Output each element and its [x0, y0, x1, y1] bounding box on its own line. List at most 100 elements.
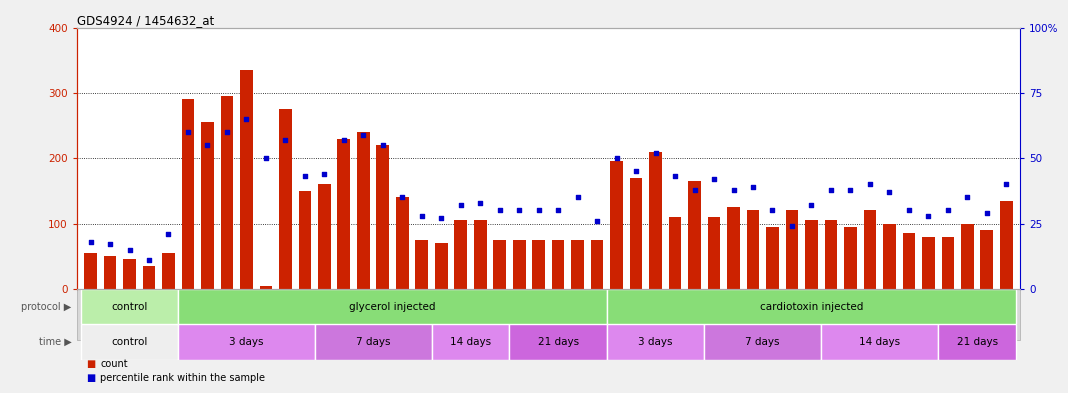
Text: percentile rank within the sample: percentile rank within the sample [100, 373, 266, 383]
Bar [178, 289, 607, 324]
Bar [607, 289, 1016, 324]
Point [355, 132, 372, 138]
Text: control: control [111, 337, 147, 347]
Point [141, 257, 158, 263]
Bar [821, 324, 938, 360]
Point [472, 200, 489, 206]
Bar [318, 184, 331, 289]
Bar [805, 220, 818, 289]
Text: ■: ■ [87, 373, 95, 383]
Point [121, 246, 138, 253]
Bar [182, 99, 194, 289]
Bar [571, 240, 584, 289]
Text: 7 days: 7 days [356, 337, 390, 347]
Point [881, 189, 898, 195]
Point [491, 207, 508, 213]
Point [179, 129, 197, 135]
Bar [532, 240, 545, 289]
Point [862, 181, 879, 187]
Point [900, 207, 917, 213]
Bar [669, 217, 681, 289]
Bar [431, 324, 509, 360]
Bar [221, 96, 233, 289]
Point [316, 171, 333, 177]
Text: 7 days: 7 days [745, 337, 780, 347]
Bar [727, 207, 740, 289]
Point [666, 173, 684, 180]
Bar [357, 132, 370, 289]
Bar [630, 178, 643, 289]
Point [764, 207, 781, 213]
Bar [84, 253, 97, 289]
Point [608, 155, 625, 161]
Text: protocol ▶: protocol ▶ [21, 301, 72, 312]
Point [686, 186, 703, 193]
Bar [376, 145, 389, 289]
Bar [143, 266, 155, 289]
Point [803, 202, 820, 208]
Point [706, 176, 723, 182]
Point [550, 207, 567, 213]
Text: count: count [100, 359, 128, 369]
Bar [396, 197, 409, 289]
Bar [704, 324, 821, 360]
Text: 14 days: 14 days [450, 337, 491, 347]
Text: GDS4924 / 1454632_at: GDS4924 / 1454632_at [77, 15, 215, 28]
Bar [786, 210, 798, 289]
Text: time ▶: time ▶ [38, 337, 72, 347]
Bar [162, 253, 175, 289]
Bar [299, 191, 311, 289]
Point [959, 194, 976, 200]
Point [628, 168, 645, 174]
Bar [747, 210, 759, 289]
Bar [435, 243, 447, 289]
Text: control: control [111, 301, 147, 312]
Point [842, 186, 859, 193]
Bar [513, 240, 525, 289]
Bar [766, 227, 779, 289]
Point [82, 239, 99, 245]
Bar [980, 230, 993, 289]
Bar [938, 324, 1016, 360]
Bar [81, 289, 178, 324]
Point [199, 142, 216, 148]
Text: 3 days: 3 days [230, 337, 264, 347]
Bar [1000, 201, 1012, 289]
Bar [123, 259, 136, 289]
Bar [315, 324, 431, 360]
Bar [688, 181, 701, 289]
Point [784, 223, 801, 229]
Bar [961, 224, 974, 289]
Bar [607, 324, 704, 360]
Point [160, 231, 177, 237]
Bar [610, 162, 623, 289]
Text: 21 days: 21 days [957, 337, 998, 347]
Point [939, 207, 956, 213]
Bar [883, 224, 896, 289]
Text: glycerol injected: glycerol injected [349, 301, 436, 312]
Point [374, 142, 391, 148]
Bar [279, 109, 292, 289]
Bar [922, 237, 934, 289]
Text: cardiotoxin injected: cardiotoxin injected [759, 301, 863, 312]
Point [822, 186, 839, 193]
Bar [104, 256, 116, 289]
Bar [942, 237, 954, 289]
Bar [415, 240, 428, 289]
Text: ■: ■ [87, 359, 95, 369]
Point [978, 210, 995, 216]
Point [394, 194, 411, 200]
Bar [201, 122, 214, 289]
Point [335, 137, 352, 143]
Point [433, 215, 450, 221]
Bar [81, 324, 178, 360]
Point [530, 207, 547, 213]
Text: 3 days: 3 days [639, 337, 673, 347]
Point [452, 202, 469, 208]
Point [277, 137, 294, 143]
Point [744, 184, 761, 190]
Bar [552, 240, 565, 289]
Bar [178, 324, 315, 360]
Bar [649, 152, 662, 289]
Bar [902, 233, 915, 289]
